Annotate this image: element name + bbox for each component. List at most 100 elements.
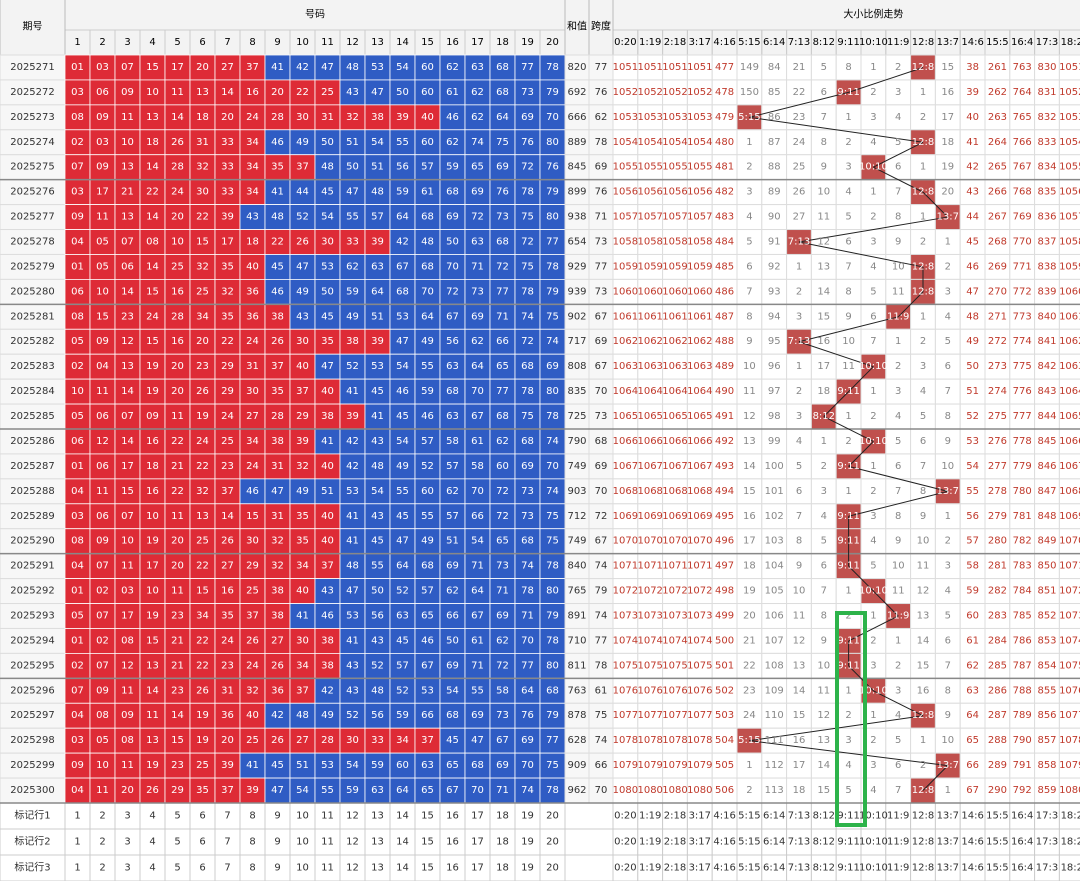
miss-count: 1079: [613, 760, 638, 771]
miss-count: 5: [895, 436, 901, 447]
drawn-number: 32: [196, 261, 209, 272]
drawn-number: 06: [71, 286, 84, 297]
drawn-number: 50: [446, 635, 459, 646]
ratio-hit: 9:11: [837, 635, 859, 646]
ratio-column-header: 13:7: [937, 37, 959, 48]
sum: 929: [567, 261, 586, 272]
miss-count: 856: [1037, 710, 1056, 721]
small-number-cell: [139, 79, 166, 106]
miss-count: 1077: [687, 710, 712, 721]
drawn-number: 26: [171, 137, 184, 148]
ratio-hit: 5:15: [738, 112, 760, 123]
drawn-number: 73: [521, 511, 534, 522]
footer-ratio: 10:10: [859, 863, 888, 874]
drawn-number: 43: [246, 212, 259, 223]
miss-count: 2: [920, 336, 926, 347]
miss-count: 1059: [613, 261, 638, 272]
drawn-number: 18: [146, 461, 159, 472]
span: 70: [595, 486, 608, 497]
drawn-number: 24: [246, 660, 259, 671]
drawn-number: 35: [221, 261, 234, 272]
miss-count: 506: [715, 785, 734, 796]
drawn-number: 51: [321, 486, 334, 497]
drawn-number: 78: [546, 561, 559, 572]
miss-count: 11: [793, 611, 806, 622]
drawn-number: 43: [371, 635, 384, 646]
miss-count: 267: [988, 212, 1007, 223]
ratio-column-header: 7:13: [788, 37, 810, 48]
miss-count: 1: [920, 212, 926, 223]
drawn-number: 19: [196, 735, 209, 746]
drawn-number: 38: [271, 586, 284, 597]
big-number-cell: [439, 179, 466, 206]
drawn-number: 70: [421, 286, 434, 297]
drawn-number: 46: [321, 611, 334, 622]
drawn-number: 70: [546, 112, 559, 123]
drawn-number: 45: [371, 536, 384, 547]
footer-ratio: 2:18: [664, 837, 686, 848]
small-number-cell: [89, 254, 116, 280]
miss-count: 501: [715, 660, 734, 671]
drawn-number: 47: [296, 261, 309, 272]
miss-count: 1058: [687, 237, 712, 248]
miss-count: 1074: [1059, 635, 1080, 646]
drawn-number: 52: [346, 710, 359, 721]
miss-count: 285: [988, 660, 1007, 671]
drawn-number: 07: [96, 561, 109, 572]
drawn-number: 66: [471, 511, 484, 522]
drawn-number: 55: [321, 785, 334, 796]
drawn-number: 62: [496, 436, 509, 447]
miss-count: 787: [1013, 660, 1032, 671]
big-number-cell: [314, 179, 341, 206]
miss-count: 17: [941, 112, 954, 123]
drawn-number: 64: [396, 212, 409, 223]
miss-count: 499: [715, 611, 734, 622]
miss-count: 1078: [637, 735, 662, 746]
miss-count: 833: [1037, 137, 1056, 148]
drawn-number: 39: [371, 237, 384, 248]
drawn-number: 32: [346, 112, 359, 123]
footer-number: 17: [471, 863, 484, 874]
footer-ratio: 17:3: [1036, 837, 1058, 848]
drawn-number: 80: [546, 212, 559, 223]
footer-number: 9: [274, 837, 280, 848]
sum: 889: [567, 137, 586, 148]
drawn-number: 75: [521, 411, 534, 422]
drawn-number: 30: [296, 635, 309, 646]
miss-count: 6: [895, 162, 901, 173]
drawn-number: 64: [471, 586, 484, 597]
miss-count: 47: [966, 286, 979, 297]
ratio-hit: 9:11: [837, 386, 859, 397]
span: 72: [595, 511, 608, 522]
miss-count: 1061: [687, 311, 712, 322]
drawn-number: 08: [71, 536, 84, 547]
drawn-number: 69: [496, 760, 509, 771]
period: 2025293: [10, 611, 55, 622]
drawn-number: 68: [521, 536, 534, 547]
ratio-hit: 9:11: [837, 461, 859, 472]
miss-count: 2: [870, 735, 876, 746]
small-number-cell: [339, 229, 366, 255]
miss-count: 5: [920, 411, 926, 422]
footer-number: 7: [224, 837, 230, 848]
drawn-number: 35: [196, 785, 209, 796]
drawn-number: 27: [246, 411, 259, 422]
miss-count: 500: [715, 635, 734, 646]
footer-number: 12: [346, 811, 359, 822]
sum: 878: [567, 710, 586, 721]
miss-cell: [959, 229, 986, 255]
drawn-number: 30: [246, 386, 259, 397]
drawn-number: 11: [121, 112, 134, 123]
drawn-number: 40: [246, 710, 259, 721]
period: 2025289: [10, 511, 55, 522]
small-number-cell: [164, 104, 191, 131]
drawn-number: 30: [321, 237, 334, 248]
big-number-cell: [514, 129, 541, 156]
footer-number: 2: [99, 837, 105, 848]
miss-count: 18: [793, 785, 806, 796]
miss-count: 10: [941, 735, 954, 746]
drawn-number: 67: [496, 735, 509, 746]
drawn-number: 10: [96, 286, 109, 297]
miss-count: 1: [895, 336, 901, 347]
